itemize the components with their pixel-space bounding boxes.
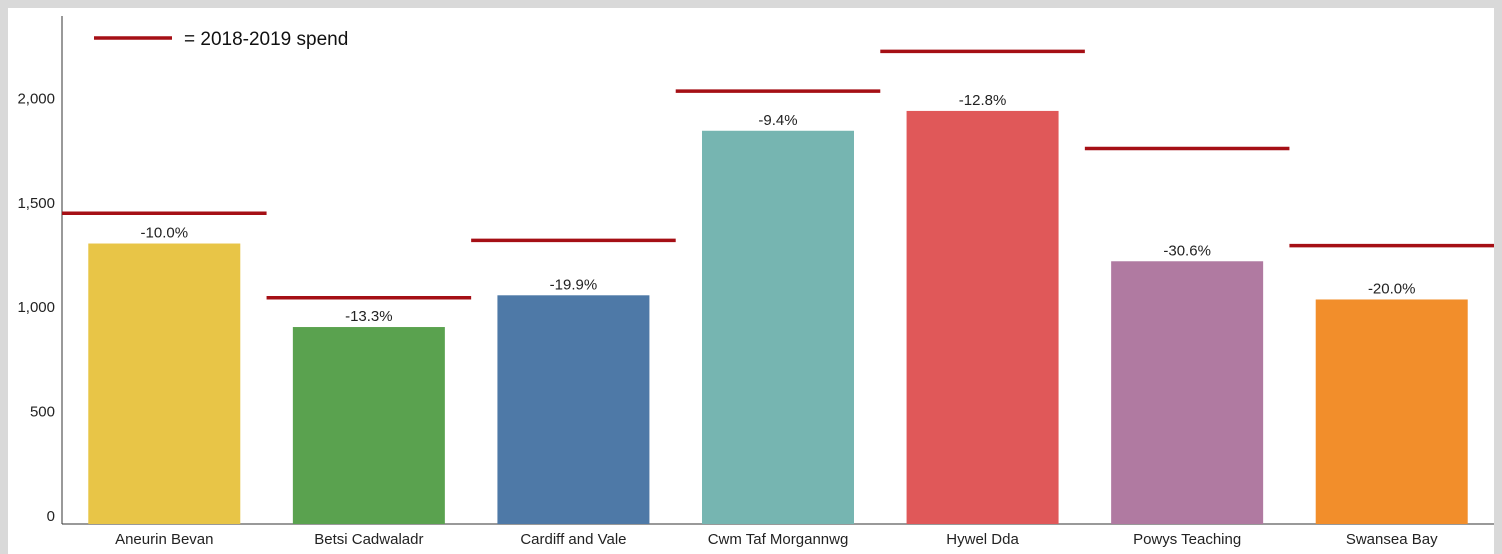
category-labels-group: Aneurin Bevan Betsi Cadwaladr Cardiff and … (115, 531, 1438, 548)
x-tick-label: Hywel Dda (946, 531, 1019, 548)
y-tick-label: 0 (47, 508, 55, 525)
legend-label: = 2018-2019 spend (184, 29, 348, 50)
legend: = 2018-2019 spend (94, 29, 348, 50)
y-tick-label: 1,500 (17, 195, 55, 212)
reference-lines-group (62, 49, 1494, 300)
bar (1111, 261, 1264, 524)
x-tick-label: Swansea Bay (1346, 531, 1438, 548)
y-tick-label: 1,000 (17, 299, 55, 316)
percent-change-label: -30.6% (1163, 242, 1211, 259)
percent-change-label: -19.9% (550, 276, 598, 293)
bar (702, 130, 854, 524)
percent-change-label: -9.4% (758, 112, 797, 129)
bars-group (88, 110, 1468, 525)
bar (1315, 299, 1468, 524)
x-tick-label: Cwm Taf Morgannwg (708, 531, 849, 548)
y-tick-label: 500 (30, 404, 55, 421)
y-tick-labels: 0 500 1,000 1,500 2,000 (17, 90, 55, 525)
bar-chart: 0 500 1,000 1,500 2,000 -10.0% -13.3% -19.9% -9… (17, 16, 1494, 548)
x-tick-label: Cardiff and Vale (520, 531, 626, 548)
percent-change-label: -10.0% (141, 225, 189, 242)
bar (292, 327, 445, 524)
x-tick-label: Betsi Cadwaladr (314, 531, 423, 548)
y-tick-label: 2,000 (17, 90, 55, 107)
percent-change-label: -20.0% (1368, 280, 1416, 297)
chart-frame: 0 500 1,000 1,500 2,000 -10.0% -13.3% -19.9% -9… (8, 8, 1494, 554)
bar (906, 110, 1059, 524)
percent-change-label: -13.3% (345, 308, 393, 325)
bar (88, 243, 241, 525)
x-tick-label: Aneurin Bevan (115, 531, 213, 548)
bar (497, 295, 650, 524)
percent-change-label: -12.8% (959, 92, 1007, 109)
x-tick-label: Powys Teaching (1133, 531, 1241, 548)
percent-labels-group: -10.0% -13.3% -19.9% -9.4% -12.8% -30.6% -20.0… (141, 92, 1416, 325)
